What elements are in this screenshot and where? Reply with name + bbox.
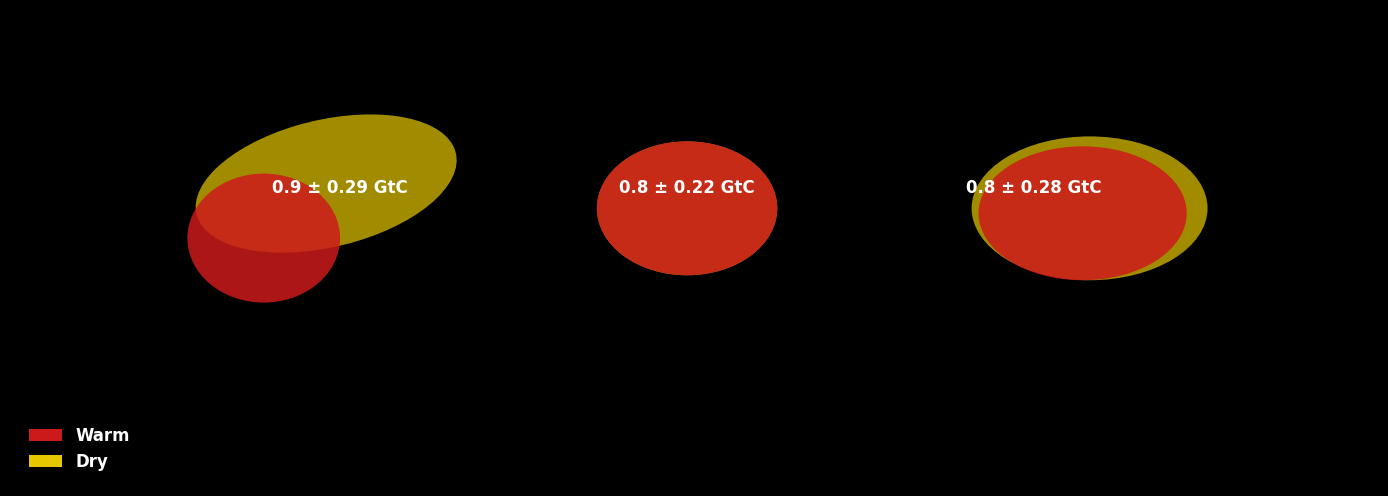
Text: 0.9 ± 0.29 GtC: 0.9 ± 0.29 GtC xyxy=(272,180,408,197)
Ellipse shape xyxy=(196,115,457,252)
Ellipse shape xyxy=(597,141,777,275)
Text: 0.8 ± 0.28 GtC: 0.8 ± 0.28 GtC xyxy=(966,180,1102,197)
Ellipse shape xyxy=(187,174,340,303)
Text: 0.8 ± 0.22 GtC: 0.8 ± 0.22 GtC xyxy=(619,180,755,197)
Ellipse shape xyxy=(979,146,1187,280)
Ellipse shape xyxy=(597,141,777,275)
Legend: Warm, Dry: Warm, Dry xyxy=(22,420,136,478)
Ellipse shape xyxy=(972,136,1208,280)
